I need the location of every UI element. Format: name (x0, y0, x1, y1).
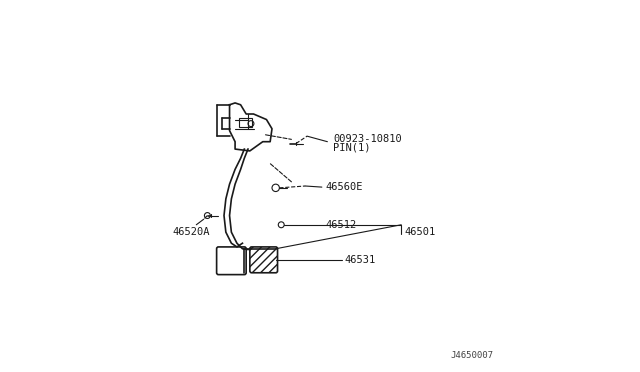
Text: 46501: 46501 (405, 227, 436, 237)
Text: PIN(1): PIN(1) (333, 142, 371, 152)
Text: 46531: 46531 (344, 255, 375, 265)
Text: 46560E: 46560E (326, 182, 363, 192)
Text: 46512: 46512 (326, 220, 356, 230)
Text: 46520A: 46520A (172, 227, 210, 237)
Text: 00923-10810: 00923-10810 (333, 134, 402, 144)
Text: J4650007: J4650007 (451, 350, 493, 359)
